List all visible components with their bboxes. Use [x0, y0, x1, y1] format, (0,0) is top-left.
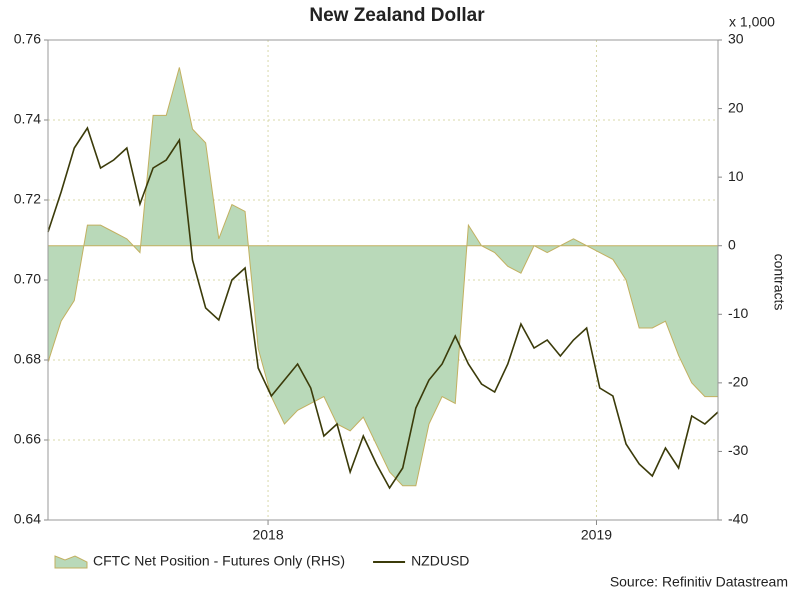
y2-tick-label: -40	[728, 511, 748, 527]
legend-label: CFTC Net Position - Futures Only (RHS)	[93, 553, 345, 569]
y2-axis-label: contracts	[771, 254, 787, 311]
legend-label: NZDUSD	[411, 553, 469, 569]
y2-tick-label: 30	[728, 31, 744, 47]
y-tick-label: 0.74	[14, 111, 41, 127]
plot-frame	[47, 39, 719, 521]
y2-unit: x 1,000	[729, 14, 775, 30]
y2-tick-label: 10	[728, 168, 744, 184]
line	[47, 126, 719, 490]
y-tick-label: 0.66	[14, 431, 41, 447]
y-tick-label: 0.64	[14, 511, 41, 527]
chart-title: New Zealand Dollar	[309, 5, 485, 26]
y-tick-label: 0.68	[14, 351, 41, 367]
y2-tick-label: -30	[728, 442, 748, 458]
x-tick-label: 2019	[581, 527, 612, 543]
source: Source: Refinitiv Datastream	[610, 574, 788, 590]
y-tick-label: 0.76	[14, 31, 41, 47]
y2-tick-label: -20	[728, 374, 748, 390]
y-tick-label: 0.72	[14, 191, 41, 207]
y-tick-label: 0.70	[14, 271, 41, 287]
x-tick-label: 2018	[252, 527, 283, 543]
legend-swatch	[54, 555, 88, 569]
y2-tick-label: 0	[728, 236, 736, 252]
y2-tick-label: 20	[728, 99, 744, 115]
y2-tick-label: -10	[728, 305, 748, 321]
area	[47, 67, 719, 487]
